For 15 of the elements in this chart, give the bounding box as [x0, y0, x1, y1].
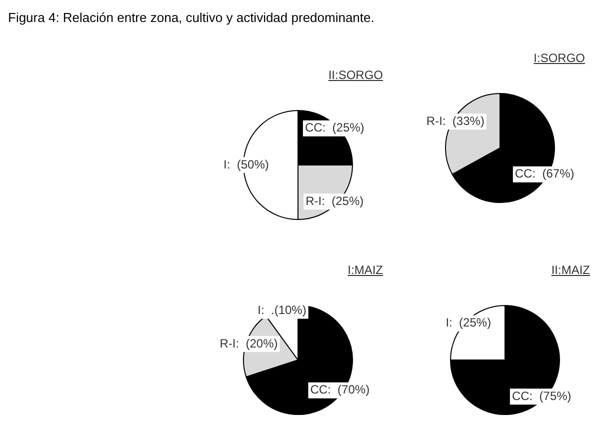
- text: Figura 4: Relación entre zona, cultivo y actividad predominante.: [8, 10, 374, 25]
- slice-label: CC: (70%): [310, 382, 370, 397]
- slice-label: R-I: (20%): [220, 336, 278, 350]
- slice-label: I: .(10%): [258, 303, 306, 318]
- slice-label: CC: (67%): [514, 166, 574, 181]
- slice-label: R-I: (33%): [426, 114, 484, 128]
- chart-title: I:SORGO: [532, 50, 586, 67]
- slice-label: CC: (25%): [304, 120, 364, 135]
- slice-label: CC: (75%): [512, 388, 572, 403]
- slice-label: I: (25%): [446, 316, 492, 330]
- slice-label: I: (50%): [224, 157, 269, 172]
- chart-title: II:MAIZ: [550, 262, 591, 279]
- slice-label: R-I: (25%): [306, 194, 364, 208]
- chart-title: I:MAIZ: [346, 262, 384, 279]
- chart-title: II:SORGO: [327, 67, 384, 84]
